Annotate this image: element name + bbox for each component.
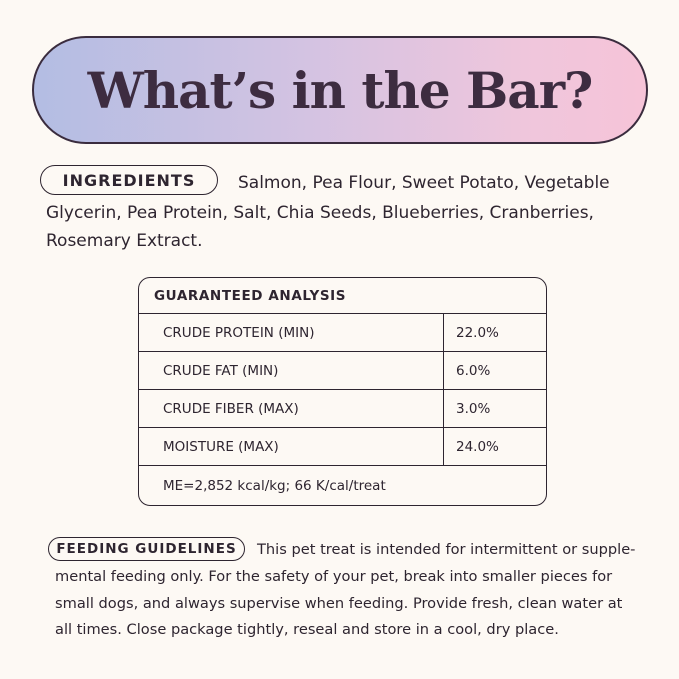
row-value: 6.0% <box>456 362 491 379</box>
title-banner: What’s in the Bar? <box>32 36 648 144</box>
row-label: CRUDE FAT (MIN) <box>139 352 444 389</box>
row-label: CRUDE FIBER (MAX) <box>139 390 444 427</box>
table-row: CRUDE FAT (MIN) 6.0% <box>139 352 546 390</box>
table-row: MOISTURE (MAX) 24.0% <box>139 428 546 466</box>
row-value: 22.0% <box>456 324 499 341</box>
ingredients-line: Rosemary Extract. <box>46 231 203 251</box>
table-footer: ME=2,852 kcal/kg; 66 K/cal/treat <box>163 478 386 494</box>
feeding-guidelines-label: FEEDING GUIDELINES <box>48 537 245 561</box>
feeding-line: mental feeding only. For the safety of y… <box>55 568 613 585</box>
table-header: GUARANTEED ANALYSIS <box>139 278 546 314</box>
feeding-line: small dogs, and always supervise when fe… <box>55 595 623 612</box>
row-label: CRUDE PROTEIN (MIN) <box>139 314 444 351</box>
table-row: CRUDE PROTEIN (MIN) 22.0% <box>139 314 546 352</box>
guaranteed-analysis-table: GUARANTEED ANALYSIS CRUDE PROTEIN (MIN) 2… <box>138 277 547 506</box>
ingredients-line: Salmon, Pea Flour, Sweet Potato, Vegetab… <box>238 173 610 193</box>
feeding-line: all times. Close package tightly, reseal… <box>55 621 559 638</box>
row-value: 24.0% <box>456 438 499 455</box>
row-label: MOISTURE (MAX) <box>139 428 444 465</box>
row-value: 3.0% <box>456 400 491 417</box>
ingredients-line: Glycerin, Pea Protein, Salt, Chia Seeds,… <box>46 203 594 223</box>
ingredients-label: INGREDIENTS <box>40 165 218 195</box>
table-row: CRUDE FIBER (MAX) 3.0% <box>139 390 546 428</box>
feeding-line: This pet treat is intended for intermitt… <box>257 541 636 558</box>
page-title: What’s in the Bar? <box>87 60 594 120</box>
